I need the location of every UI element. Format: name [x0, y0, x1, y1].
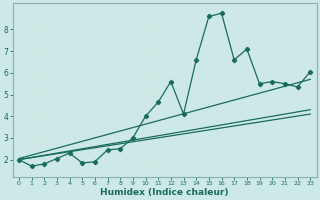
X-axis label: Humidex (Indice chaleur): Humidex (Indice chaleur) — [100, 188, 229, 197]
